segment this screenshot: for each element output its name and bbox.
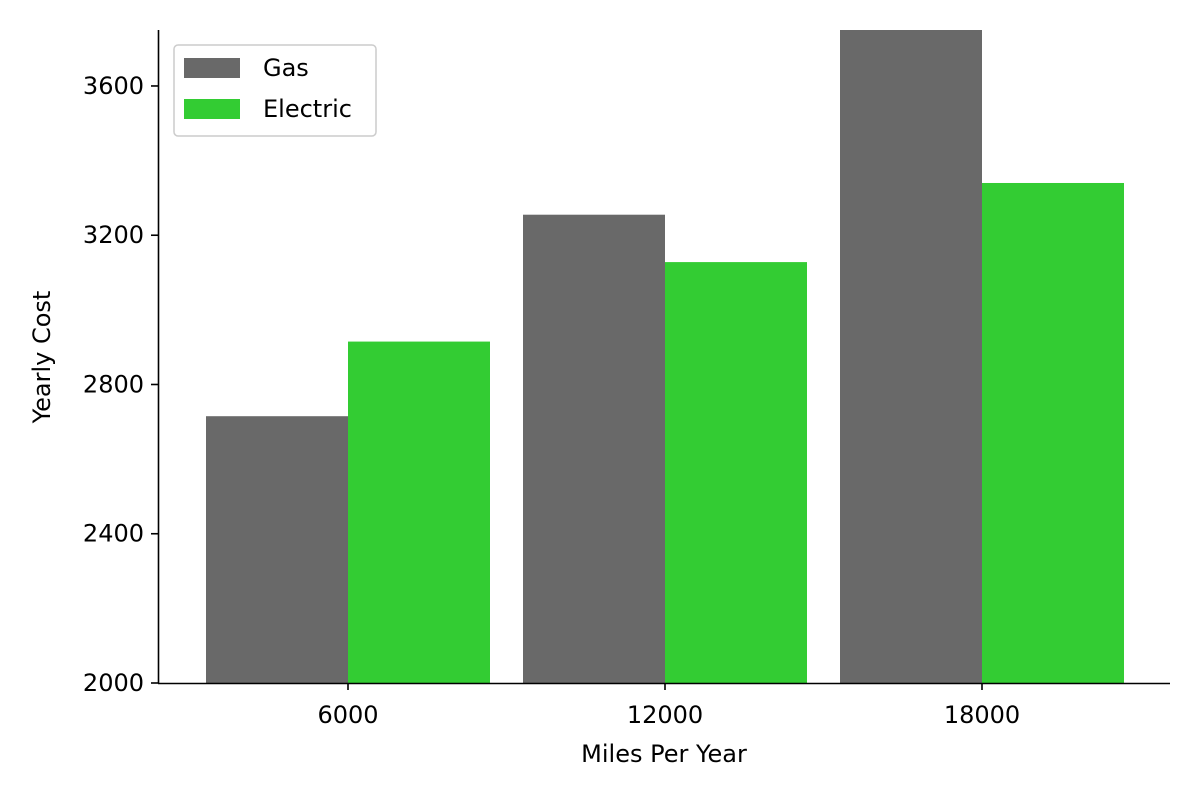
bar-gas-18000 [840,30,982,683]
y-tick-label: 3600 [83,72,144,100]
legend-label-gas: Gas [263,54,309,82]
y-ticks-group: 2000 2400 2800 3200 3600 [83,72,158,697]
legend-swatch-gas [184,58,240,78]
x-tick-label-12000: 12000 [627,701,703,729]
y-tick-label: 2400 [83,520,144,548]
legend-swatch-electric [184,99,240,119]
bar-gas-6000 [206,416,348,683]
x-axis-label: Miles Per Year [581,740,747,768]
bar-gas-12000 [523,214,665,683]
legend-label-electric: Electric [263,95,352,123]
y-tick-label: 2000 [83,669,144,697]
x-tick-label-18000: 18000 [944,701,1020,729]
y-tick-label: 2800 [83,370,144,398]
x-tick-label-6000: 6000 [317,701,378,729]
bar-electric-18000 [982,182,1124,683]
x-ticks-group: 6000 12000 18000 [317,683,1020,729]
bar-electric-12000 [665,262,807,683]
bar-electric-6000 [348,341,490,683]
bars-group [206,30,1124,683]
legend: Gas Electric [173,44,377,137]
y-tick-label: 3200 [83,221,144,249]
y-axis-label: Yearly Cost [28,291,56,425]
